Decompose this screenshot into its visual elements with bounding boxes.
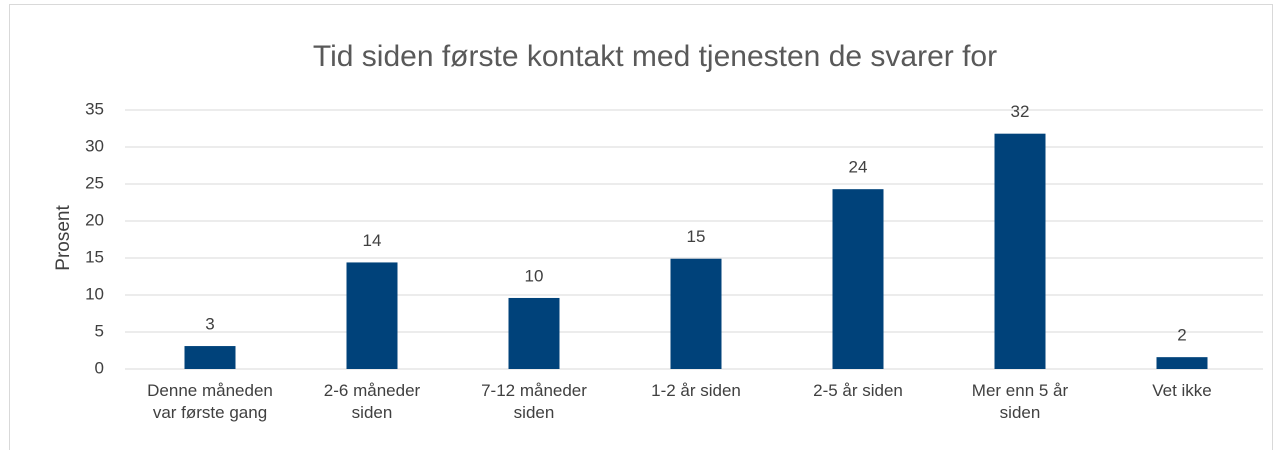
y-tick-label: 0 [95,358,104,377]
y-tick-label: 30 [85,136,104,155]
y-tick-label: 35 [85,99,104,118]
bar [508,297,560,369]
data-label: 3 [205,315,214,334]
x-tick-label-box: Vet ikke [1152,381,1212,400]
y-axis-label: Prosent [53,205,74,271]
x-tick-label-box: Denne måneden var første gang [147,381,273,422]
bar [346,262,398,369]
x-tick-label: Vet ikke [1152,381,1212,400]
data-label: 10 [525,266,544,285]
x-tick-label-box: 2-6 måneder siden [323,381,421,422]
bar [670,258,722,369]
chart-border [9,4,1273,450]
y-tick-label: 10 [85,284,104,303]
data-label: 24 [849,158,868,177]
x-tick-label: Mer enn 5 år siden [971,381,1069,422]
x-tick-label: 1-2 år siden [651,381,741,400]
data-label: 2 [1177,326,1186,345]
data-label: 32 [1011,102,1030,121]
bar [184,346,236,369]
bar [1156,357,1208,369]
x-tick-label-box: 1-2 år siden [651,381,741,400]
x-tick-label: Denne måneden var første gang [147,381,273,422]
x-tick-label-box: Mer enn 5 år siden [971,381,1069,422]
x-tick-label: 2-6 måneder siden [323,381,421,422]
x-tick-label: 7-12 måneder siden [481,381,587,422]
y-tick-label: 25 [85,173,104,192]
chart-title: Tid siden første kontakt med tjenesten d… [313,40,997,73]
bar [994,133,1046,369]
data-label: 15 [687,227,706,246]
y-tick-label: 5 [95,321,104,340]
bar [832,189,884,369]
y-tick-label: 20 [85,210,104,229]
data-label: 14 [363,231,382,250]
x-tick-label-box: 7-12 måneder siden [481,381,587,422]
y-tick-label: 15 [85,247,104,266]
x-tick-label: 2-5 år siden [813,381,903,400]
x-tick-label-box: 2-5 år siden [813,381,903,400]
